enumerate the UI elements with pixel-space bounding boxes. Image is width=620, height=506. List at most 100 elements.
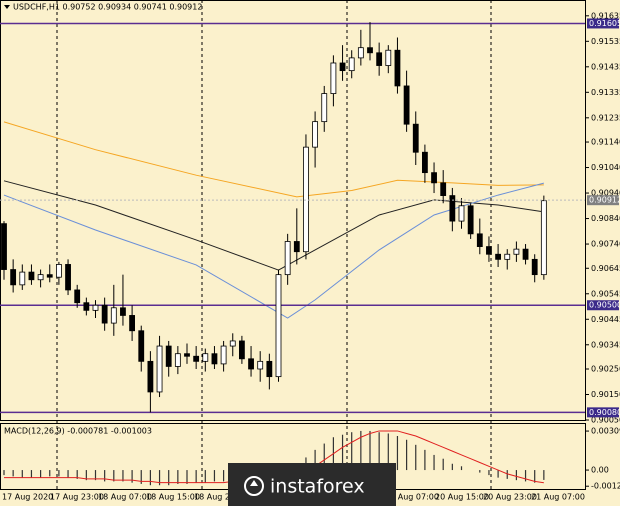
candle-body — [458, 205, 465, 222]
x-tick-label: 17 Aug 23:00 — [50, 493, 104, 502]
candle-body — [101, 304, 108, 324]
candle-body — [348, 57, 355, 72]
level-tag — [587, 300, 619, 311]
moving-average — [3, 180, 544, 271]
level-label: 0.91605 — [589, 19, 620, 28]
candle-body — [312, 121, 319, 148]
candle-body — [129, 315, 136, 332]
plot-layer: 0.91635 0.91535 0.91435 0.91335 0.91235 0.911… — [0, 11, 620, 502]
day-separators — [56, 0, 492, 490]
candle-body — [1, 223, 7, 270]
candle-body — [367, 47, 373, 54]
candle-body — [83, 302, 90, 311]
candle-body — [504, 253, 511, 260]
candle-body — [65, 264, 71, 291]
candle-body — [321, 93, 328, 123]
candle-body — [357, 47, 364, 59]
level-tag — [587, 407, 619, 418]
candle-body — [275, 274, 282, 378]
candle-body — [138, 330, 145, 362]
candle-body — [28, 271, 35, 281]
candle-body — [92, 304, 99, 311]
candle-body — [110, 307, 117, 324]
last-price-tag — [587, 195, 619, 206]
candle-body — [495, 253, 502, 260]
x-tick-label: 18 Aug 23:00 — [194, 493, 248, 502]
candle-body — [248, 358, 254, 370]
x-tick-label: 17 Aug 2020 — [2, 493, 53, 502]
candle-body — [56, 264, 62, 278]
chart-title: USDCHF,H1 0.90752 0.90934 0.90741 0.9091… — [13, 3, 202, 12]
y-tick-label: 0.91435 — [591, 62, 620, 71]
candle-body — [376, 52, 383, 66]
y-tick-label: 0.91235 — [591, 113, 620, 122]
level-label: 0.90080 — [589, 408, 620, 417]
candle-body — [293, 241, 300, 253]
candle-body — [449, 195, 456, 222]
candle-body — [193, 355, 200, 362]
candle-body — [440, 182, 447, 196]
candle-body — [476, 233, 483, 247]
y-tick-label: 0.90345 — [591, 340, 620, 349]
macd-tick-label: -0.00128 — [591, 482, 620, 491]
y-tick-label: 0.91635 — [591, 11, 620, 20]
last-price-label: 0.90912 — [589, 196, 620, 205]
candle-body — [147, 360, 154, 393]
y-tick-label: 0.90545 — [591, 289, 620, 298]
y-tick-label: 0.91335 — [591, 88, 620, 97]
x-tick-label: 20 Aug 15:00 — [435, 493, 489, 502]
candle-body — [229, 340, 236, 347]
x-tick-label: 20 Aug 07:00 — [385, 493, 439, 502]
candle-body — [339, 62, 346, 72]
moving-average — [3, 182, 544, 319]
candle-body — [431, 172, 437, 184]
macd-tick-label: 0.00 — [591, 466, 609, 475]
candle-body — [120, 307, 126, 316]
menu-arrow — [4, 5, 10, 9]
candle-body — [303, 146, 309, 253]
candle-body — [184, 353, 190, 357]
candle-body — [403, 85, 410, 125]
candle-body — [266, 360, 273, 378]
macd-tick-label: 0.00309 — [591, 427, 620, 436]
macd-title: MACD(12,26,9) -0.000781 -0.001003 — [4, 427, 152, 436]
candle-body — [165, 345, 172, 367]
candle-body — [174, 353, 181, 367]
candle-body — [202, 353, 209, 362]
y-tick-label: 0.90445 — [591, 315, 620, 324]
x-tick-label: 18 Aug 07:00 — [98, 493, 152, 502]
candle-body — [37, 274, 44, 281]
x-tick-label: 20 Aug 23:00 — [483, 493, 537, 502]
candle-body — [19, 271, 26, 286]
candle-body — [412, 123, 419, 153]
candle-body — [421, 151, 428, 174]
x-tick-label: 18 Aug 15:00 — [146, 493, 200, 502]
candle-body — [513, 248, 520, 255]
x-tick-label: 21 Aug 07:00 — [531, 493, 585, 502]
candle-body — [394, 49, 401, 87]
candle-body — [385, 49, 392, 66]
candle-body — [10, 269, 17, 286]
watermark-logo-mark — [250, 480, 258, 486]
candle-body — [522, 248, 529, 260]
candle-body — [486, 246, 492, 255]
candle-body — [74, 289, 81, 304]
candle-body — [284, 241, 291, 276]
watermark-text: instaforex — [270, 476, 365, 498]
main-frame — [0, 0, 586, 421]
candle-body — [467, 205, 474, 235]
candle-body — [220, 345, 227, 365]
candle-body — [540, 200, 547, 276]
y-tick-label: 0.90645 — [591, 264, 620, 273]
candle-body — [46, 274, 53, 278]
candle-body — [156, 345, 163, 393]
candle-body — [211, 353, 218, 365]
